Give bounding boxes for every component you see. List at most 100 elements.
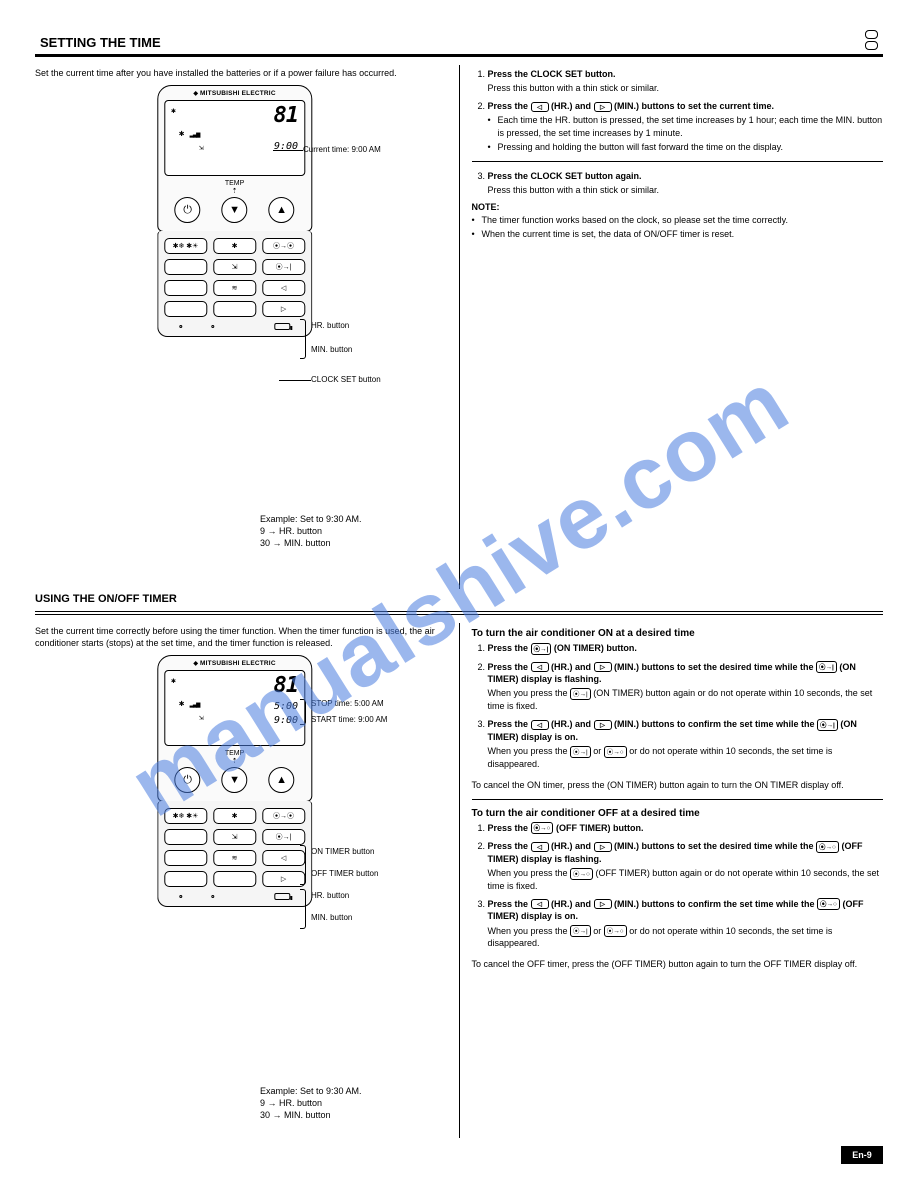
section-set-time: Set the current time after you have inst…	[35, 65, 883, 589]
min-fwd-button: ▷	[262, 301, 305, 317]
page: manualshive.com SETTING THE TIME Set the…	[0, 0, 918, 1188]
blank-button-1	[164, 259, 207, 275]
step-2: Press the ◁ (HR.) and ▷ (MIN.) buttons t…	[488, 100, 884, 153]
notes-list: The timer function works based on the cl…	[472, 214, 884, 240]
on-timer-icon-5: ⦿→|	[570, 746, 591, 758]
pinhole-row-2	[164, 893, 305, 900]
pinhole-1b	[179, 895, 182, 898]
example-box-bottom: Example: Set to 9:30 AM. 9 → HR. button …	[260, 1085, 450, 1121]
step-1-title: Press the CLOCK SET button.	[488, 69, 616, 79]
on-timer-icon-3: ⦿→|	[570, 688, 591, 700]
on-s2-body: When you press the ⦿→| (ON TIMER) button…	[488, 687, 884, 712]
timer-title: USING THE ON/OFF TIMER	[35, 593, 883, 605]
remote-upper-2: MITSUBISHI ELECTRIC ✱ 81 5:00 9:00 TEMP …	[157, 655, 312, 802]
on-s2: Press the ◁ (HR.) and ▷ (MIN.) buttons t…	[488, 661, 884, 713]
on-s3: Press the ◁ (HR.) and ▷ (MIN.) buttons t…	[488, 718, 884, 770]
header-icon-1	[865, 30, 878, 39]
off-timer-icon-4: ⦿→○	[817, 898, 840, 910]
off-s2: Press the ◁ (HR.) and ▷ (MIN.) buttons t…	[488, 840, 884, 892]
hr-icon-3: ◁	[531, 720, 549, 730]
temp-down-button: ▼	[222, 197, 248, 223]
set-time-right: Press the CLOCK SET button. Press this b…	[460, 65, 884, 589]
set-time-left: Set the current time after you have inst…	[35, 65, 460, 589]
callout-on-timer: ON TIMER button	[311, 847, 374, 856]
remote-lower-2: ✱❄ ✱☀ ✱ ⦿→⦿ ⇲ ⦿→| ≋ ◁ ▷	[157, 801, 312, 907]
min-icon-3: ▷	[594, 720, 612, 730]
button-grid-2: ✱❄ ✱☀ ✱ ⦿→⦿ ⇲ ⦿→| ≋ ◁ ▷	[164, 808, 305, 887]
hr-icon: ◁	[531, 102, 549, 112]
callout-hr-2: HR. button	[311, 891, 349, 900]
timer-rule	[35, 611, 883, 615]
min-fwd-button-2: ▷	[262, 871, 305, 887]
fan-button-2: ✱	[213, 808, 256, 824]
main-button-row: ⏻ ▼ ▲	[164, 197, 305, 223]
note-1: The timer function works based on the cl…	[472, 214, 884, 226]
pinhole-row	[164, 323, 305, 330]
note-head: NOTE:	[472, 202, 884, 212]
lcd-temp: 81	[274, 103, 299, 128]
pinhole-2	[212, 325, 215, 328]
remote-slot-top: MITSUBISHI ELECTRIC ✱ 81 9:00 TEMP ⏻ ▼	[35, 85, 447, 420]
button-grid: ✱❄ ✱☀ ✱ ⦿→⦿ ⇲ ⦿→| ≋ ◁ ▷	[164, 238, 305, 317]
remote-lcd: ✱ 81 9:00	[164, 100, 305, 176]
fan-button: ✱	[213, 238, 256, 254]
onoff-timer-button: ⦿→⦿	[262, 238, 305, 254]
example-line-2: 30 → MIN. button	[260, 537, 450, 549]
on-timer-button-2: ⦿→|	[262, 829, 305, 845]
ifeel-button: ≋	[213, 280, 256, 296]
off-steps: Press the ⦿→○ (OFF TIMER) button. Press …	[472, 822, 884, 950]
mid-divider-top	[472, 161, 884, 162]
on-timer-icon-4: ⦿→|	[817, 719, 838, 731]
callout-stop: STOP time: 5:00 AM	[311, 699, 384, 708]
on-s3-title: Press the ◁ (HR.) and ▷ (MIN.) buttons t…	[488, 719, 857, 742]
power-button: ⏻	[175, 197, 201, 223]
note-2: When the current time is set, the data o…	[472, 228, 884, 240]
off-timer-icon-a: ⦿→○	[604, 746, 627, 758]
onoff-timer-button-2: ⦿→⦿	[262, 808, 305, 824]
on-timer-icon-6: ⦿→|	[570, 925, 591, 937]
set-time-intro: Set the current time after you have inst…	[35, 67, 447, 79]
step-3-body: Press this button with a thin stick or s…	[488, 184, 884, 196]
page-number: En-9	[841, 1146, 883, 1164]
timer-intro: Set the current time correctly before us…	[35, 625, 447, 649]
on-timer-icon: ⦿→|	[531, 643, 552, 655]
off-timer-icon: ⦿→○	[531, 822, 554, 834]
example-line-1: 9 → HR. button	[260, 525, 450, 537]
remote-brand-2: MITSUBISHI ELECTRIC	[164, 660, 305, 667]
header-icons	[865, 30, 878, 50]
step-3-title: Press the CLOCK SET button again.	[488, 171, 642, 181]
off-s2-body: When you press the ⦿→○ (OFF TIMER) butto…	[488, 867, 884, 892]
hr-icon-2: ◁	[531, 662, 549, 672]
temp-up-button: ▲	[269, 197, 295, 223]
timer-left: Set the current time correctly before us…	[35, 623, 460, 1138]
header-rule	[35, 54, 883, 57]
step-1-body: Press this button with a thin stick or s…	[488, 82, 884, 94]
callout-clock-set: CLOCK SET button	[311, 375, 381, 384]
lcd-mode-icon-2: ✱	[171, 676, 176, 685]
callout-hr: HR. button	[311, 321, 349, 330]
callout-min: MIN. button	[311, 345, 352, 354]
pinhole-1	[179, 325, 182, 328]
hr-back-button-2: ◁	[262, 850, 305, 866]
remote-control-2: MITSUBISHI ELECTRIC ✱ 81 5:00 9:00 TEMP …	[157, 655, 312, 907]
section-timer: Set the current time correctly before us…	[35, 623, 883, 1138]
blank-button-1b	[164, 829, 207, 845]
example-head-2: Example: Set to 9:30 AM.	[260, 1085, 450, 1097]
min-icon-2: ▷	[594, 662, 612, 672]
on-s1: Press the ⦿→| (ON TIMER) button.	[488, 642, 884, 655]
lcd-vane-icon	[199, 143, 204, 152]
step-2-title: Press the ◁ (HR.) and ▷ (MIN.) buttons t…	[488, 101, 775, 111]
step-2-bullet-1: Each time the HR. button is pressed, the…	[488, 114, 884, 138]
header: SETTING THE TIME	[35, 30, 883, 54]
mid-divider-bottom	[472, 799, 884, 800]
temp-label: TEMP	[164, 180, 305, 195]
off-timer-icon-5: ⦿→○	[604, 925, 627, 937]
brace-hr-min-2	[300, 889, 306, 929]
lcd-mode-icon: ✱	[171, 106, 176, 115]
page-title: SETTING THE TIME	[40, 35, 161, 50]
brace-hr-min	[300, 319, 306, 359]
on-timer-button: ⦿→|	[262, 259, 305, 275]
off-s1-title: Press the ⦿→○ (OFF TIMER) button.	[488, 823, 644, 833]
remote-brand: MITSUBISHI ELECTRIC	[164, 90, 305, 97]
battery-icon-2	[274, 893, 290, 900]
